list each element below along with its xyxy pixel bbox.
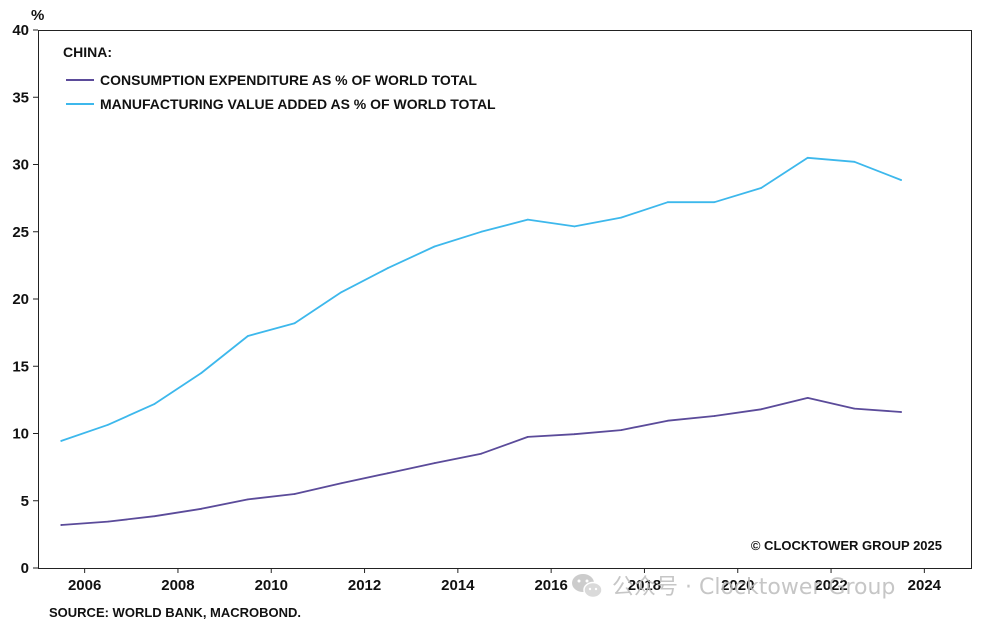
data-point-manufacturing	[107, 423, 109, 426]
legend: CHINA: CONSUMPTION EXPENDITURE AS % OF W…	[63, 44, 496, 112]
y-tick-label: 5	[21, 493, 29, 510]
x-tick-label: 2020	[721, 577, 754, 594]
x-tick-label: 2018	[628, 577, 661, 594]
data-point-manufacturing	[60, 439, 63, 442]
data-point-consumption	[107, 520, 109, 523]
y-tick-label: 20	[12, 291, 29, 308]
data-point-manufacturing	[247, 335, 249, 337]
data-point-consumption	[247, 498, 249, 501]
data-point-manufacturing	[713, 201, 716, 204]
copyright-annotation: © CLOCKTOWER GROUP 2025	[751, 538, 942, 553]
data-point-manufacturing	[620, 216, 623, 219]
data-point-manufacturing	[480, 230, 483, 233]
legend-title: CHINA:	[63, 44, 112, 60]
data-point-manufacturing	[760, 187, 762, 189]
data-point-consumption	[433, 462, 436, 464]
x-tick-label: 2016	[534, 577, 567, 594]
source-note: SOURCE: WORLD BANK, MACROBOND.	[49, 605, 301, 620]
x-tick-label: 2008	[161, 577, 194, 594]
series-line-consumption	[60, 396, 902, 526]
data-point-consumption	[620, 429, 623, 432]
data-point-consumption	[760, 408, 762, 411]
y-tick-label: 40	[12, 22, 29, 39]
data-point-consumption	[900, 411, 902, 413]
data-point-consumption	[153, 515, 156, 518]
y-tick-label: 10	[12, 426, 29, 443]
wechat-icon	[572, 574, 603, 599]
data-point-manufacturing	[293, 322, 296, 325]
x-tick-label: 2006	[68, 577, 101, 594]
data-point-consumption	[60, 524, 63, 526]
legend-label-manufacturing: MANUFACTURING VALUE ADDED AS % OF WORLD …	[100, 96, 496, 112]
data-point-manufacturing	[666, 201, 669, 204]
legend-label-consumption: CONSUMPTION EXPENDITURE AS % OF WORLD TO…	[100, 72, 477, 88]
data-point-consumption	[386, 472, 389, 475]
x-tick-label: 2014	[441, 577, 475, 594]
y-tick-label: 30	[12, 157, 29, 174]
data-point-consumption	[480, 452, 483, 455]
series-group	[60, 156, 902, 526]
data-point-consumption	[573, 433, 576, 436]
y-axis: 0 5 10 15 20 25 30 35 40	[12, 22, 38, 577]
data-point-manufacturing	[526, 218, 529, 221]
series-line-manufacturing	[60, 156, 902, 442]
data-point-consumption	[806, 396, 809, 399]
data-point-consumption	[526, 435, 529, 438]
plot-area	[38, 30, 972, 569]
y-tick-label: 35	[12, 89, 29, 106]
y-axis-unit-label: %	[31, 7, 44, 24]
data-point-consumption	[293, 493, 296, 495]
data-point-consumption	[666, 419, 669, 422]
data-point-manufacturing	[386, 267, 389, 269]
watermark: 公众号 · Clocktower Group	[572, 574, 895, 600]
y-tick-label: 0	[21, 560, 29, 577]
x-tick-label: 2024	[908, 577, 942, 594]
x-axis: 2006 2008 2010 2012 2014 2016 2018 2020 2022 2024	[68, 568, 942, 594]
data-point-manufacturing	[340, 291, 343, 294]
data-point-manufacturing	[153, 403, 156, 405]
data-point-consumption	[200, 507, 203, 510]
data-point-manufacturing	[200, 372, 203, 374]
data-point-consumption	[853, 407, 856, 410]
x-tick-label: 2012	[348, 577, 381, 594]
data-point-consumption	[713, 415, 716, 417]
watermark-text: 公众号 · Clocktower Group	[612, 575, 895, 600]
data-point-manufacturing	[900, 179, 902, 181]
data-point-manufacturing	[573, 225, 576, 228]
data-point-consumption	[340, 482, 343, 485]
y-tick-label: 15	[12, 358, 29, 375]
y-tick-label: 25	[12, 224, 29, 241]
data-point-manufacturing	[853, 160, 856, 163]
x-tick-label: 2022	[814, 577, 847, 594]
data-point-manufacturing	[806, 156, 809, 159]
data-point-manufacturing	[433, 245, 436, 248]
x-tick-label: 2010	[255, 577, 288, 594]
